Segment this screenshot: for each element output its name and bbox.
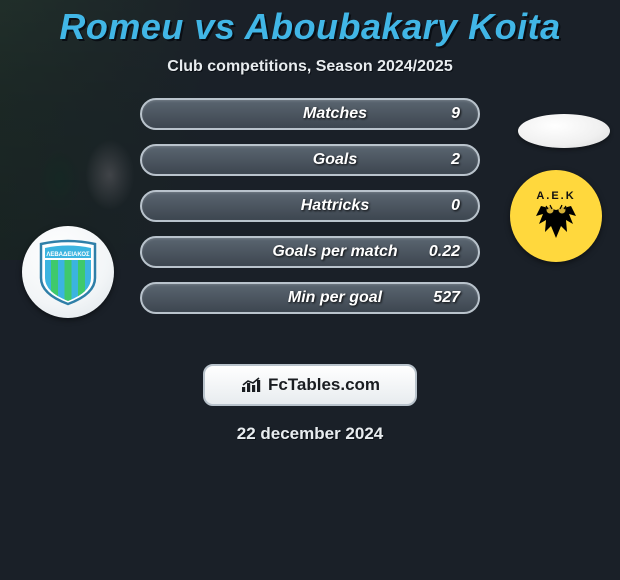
club-badge-levadiakos: ΛΕΒΑΔΕΙΑΚΟΣ (22, 226, 114, 318)
stat-value: 0 (420, 197, 460, 215)
stat-value: 2 (420, 151, 460, 169)
club-badge-aek: Α.Ε.Κ (510, 170, 602, 262)
stat-row: Min per goal 527 (140, 282, 480, 314)
aek-text: Α.Ε.Κ (536, 190, 575, 202)
stat-value: 9 (420, 105, 460, 123)
eagle-icon (531, 204, 581, 242)
stat-label: Min per goal (250, 289, 420, 307)
svg-text:ΛΕΒΑΔΕΙΑΚΟΣ: ΛΕΒΑΔΕΙΑΚΟΣ (46, 252, 90, 258)
stat-label: Goals per match (250, 243, 420, 261)
stat-row: Hattricks 0 (140, 190, 480, 222)
brand-text: FcTables.com (268, 375, 380, 395)
stat-row: Goals per match 0.22 (140, 236, 480, 268)
stat-label: Goals (250, 151, 420, 169)
chart-icon (240, 376, 262, 394)
content-container: Romeu vs Aboubakary Koita Club competiti… (0, 0, 620, 444)
brand-suffix: Tables.com (288, 375, 380, 394)
stats-bars: Matches 9 Goals 2 Hattricks 0 Goals per … (140, 98, 480, 328)
page-title: Romeu vs Aboubakary Koita (0, 6, 620, 48)
date-text: 22 december 2024 (0, 424, 620, 444)
shield-icon: ΛΕΒΑΔΕΙΑΚΟΣ (37, 238, 99, 306)
stat-label: Matches (250, 105, 420, 123)
mid-section: Α.Ε.Κ ΛΕΒΑΔΕΙΑΚΟΣ (0, 98, 620, 350)
stat-row: Goals 2 (140, 144, 480, 176)
brand-prefix: Fc (268, 375, 288, 394)
club-badge-oval (518, 114, 610, 148)
stat-row: Matches 9 (140, 98, 480, 130)
stat-label: Hattricks (250, 197, 420, 215)
subtitle: Club competitions, Season 2024/2025 (0, 58, 620, 76)
stat-value: 0.22 (420, 243, 460, 261)
brand-badge[interactable]: FcTables.com (203, 364, 417, 406)
stat-value: 527 (420, 289, 460, 307)
